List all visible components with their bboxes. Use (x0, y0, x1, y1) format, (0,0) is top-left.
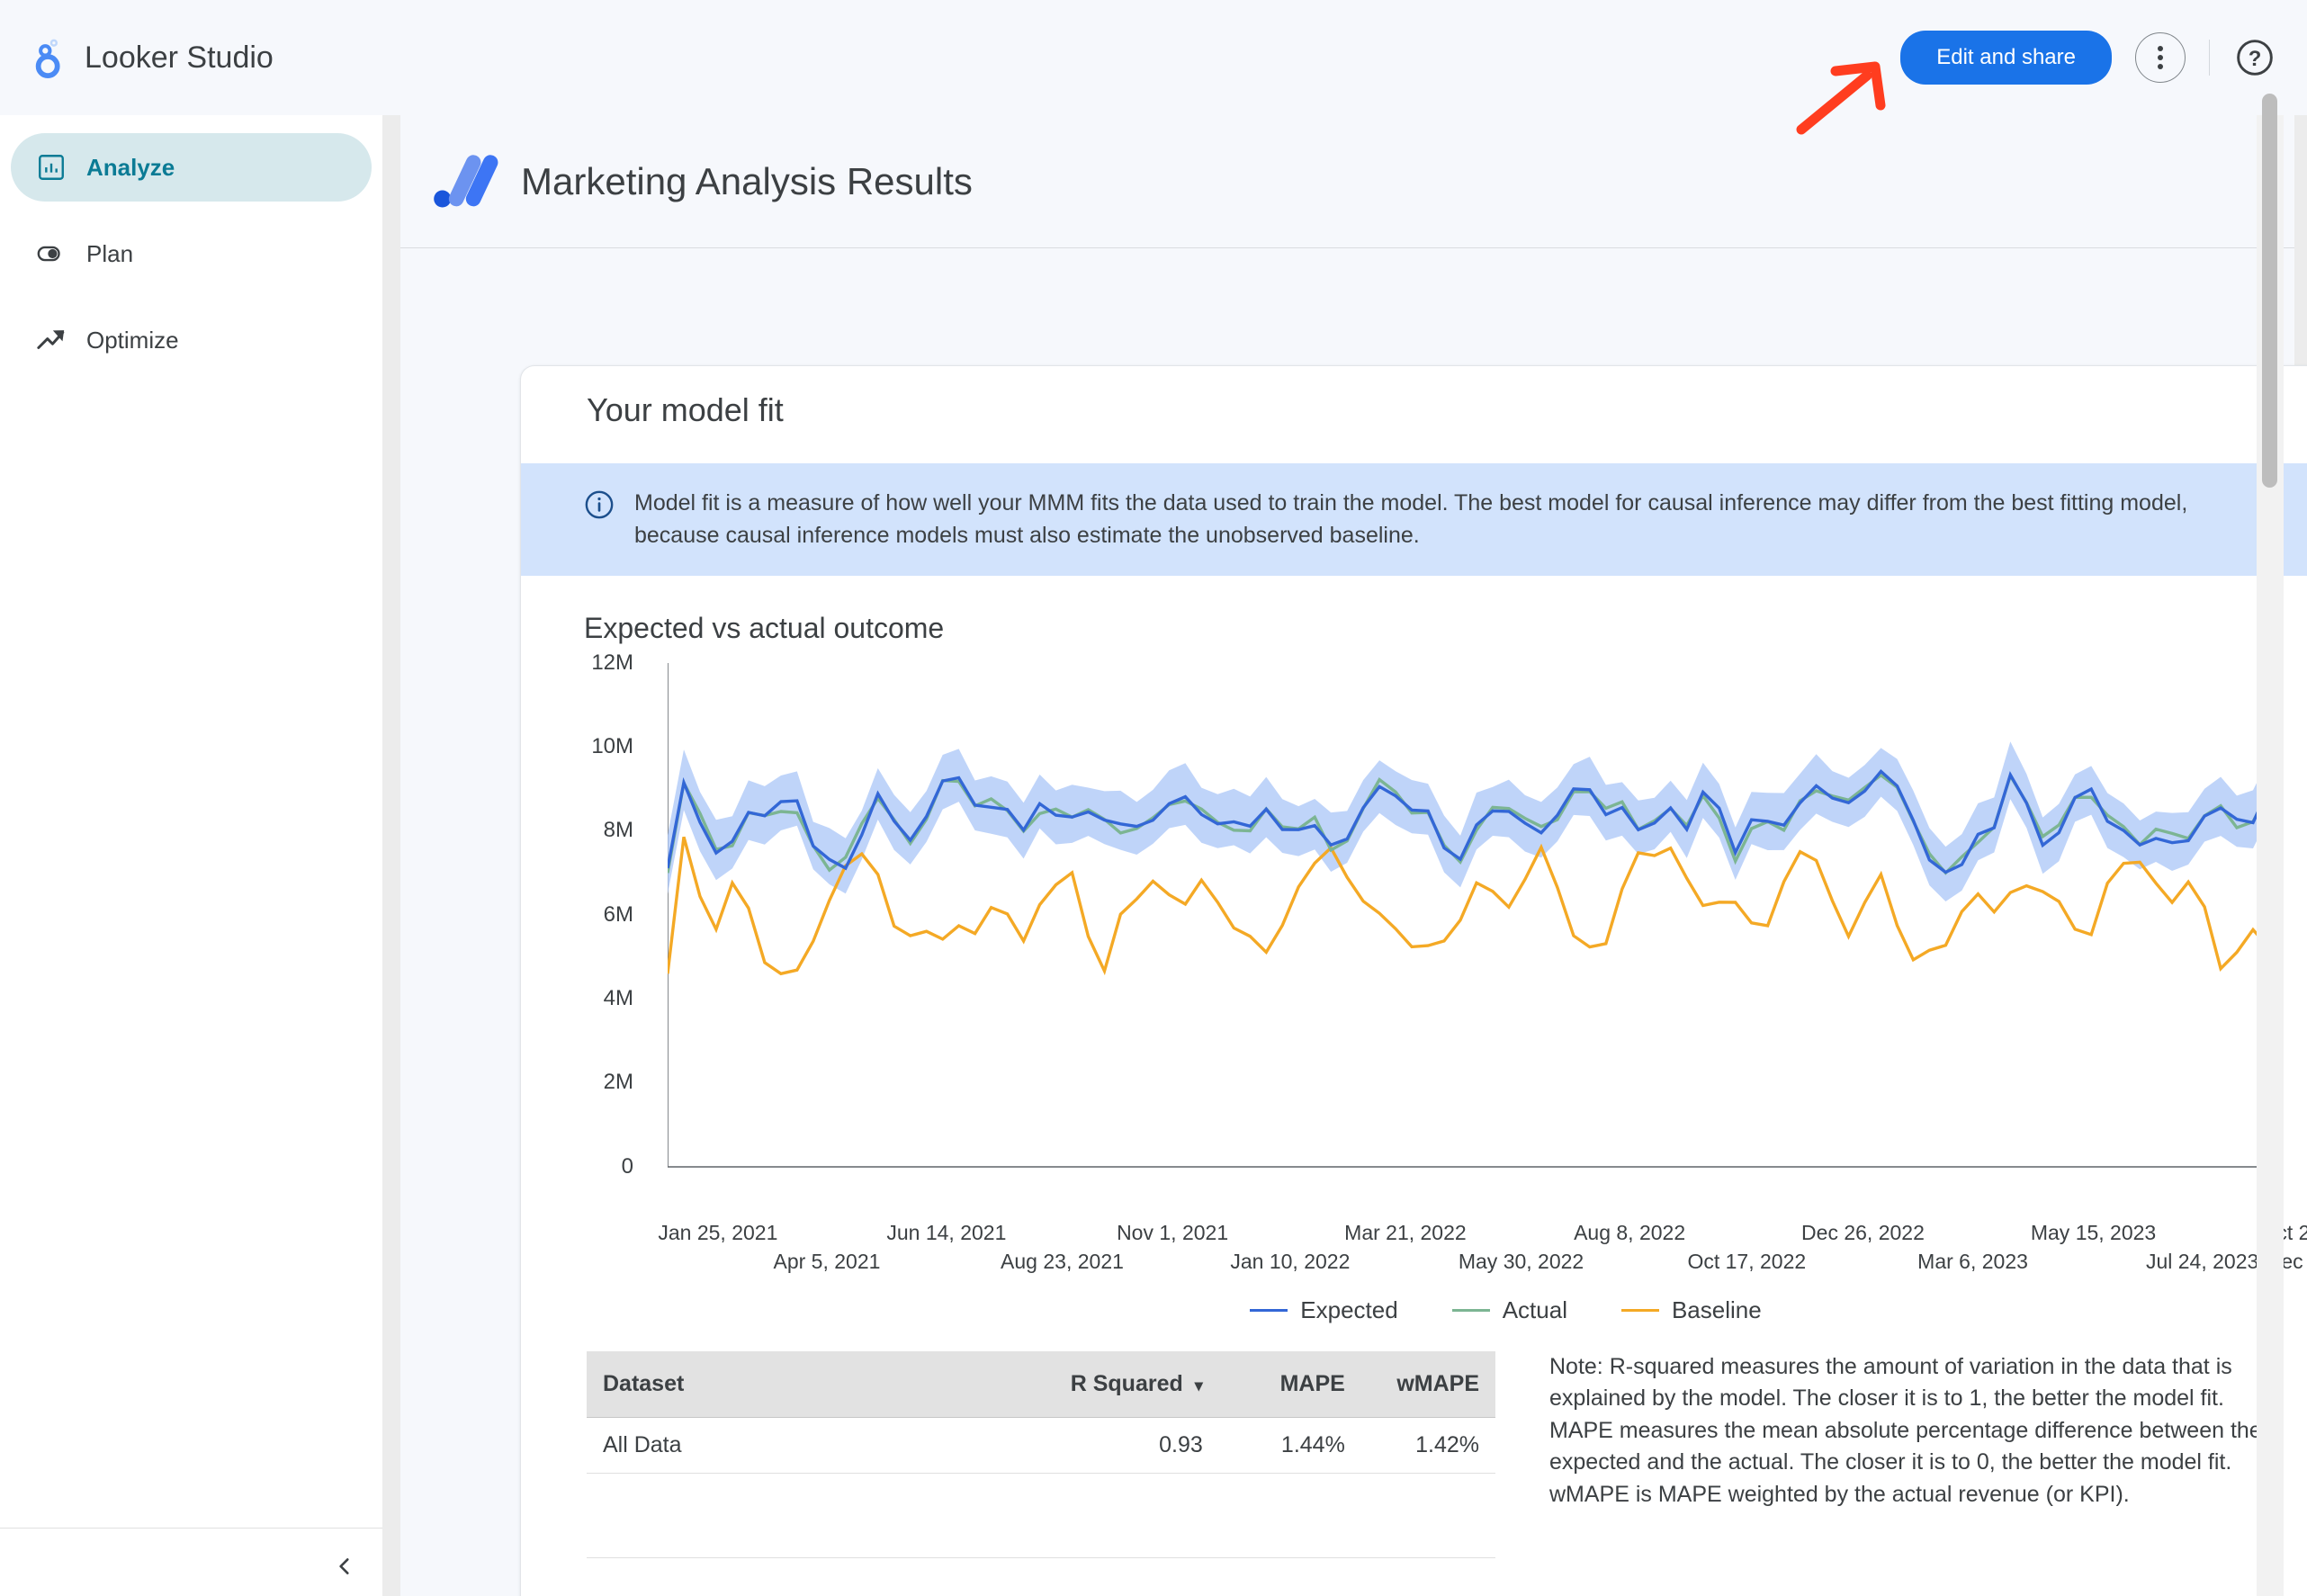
svg-text:?: ? (2249, 47, 2262, 71)
